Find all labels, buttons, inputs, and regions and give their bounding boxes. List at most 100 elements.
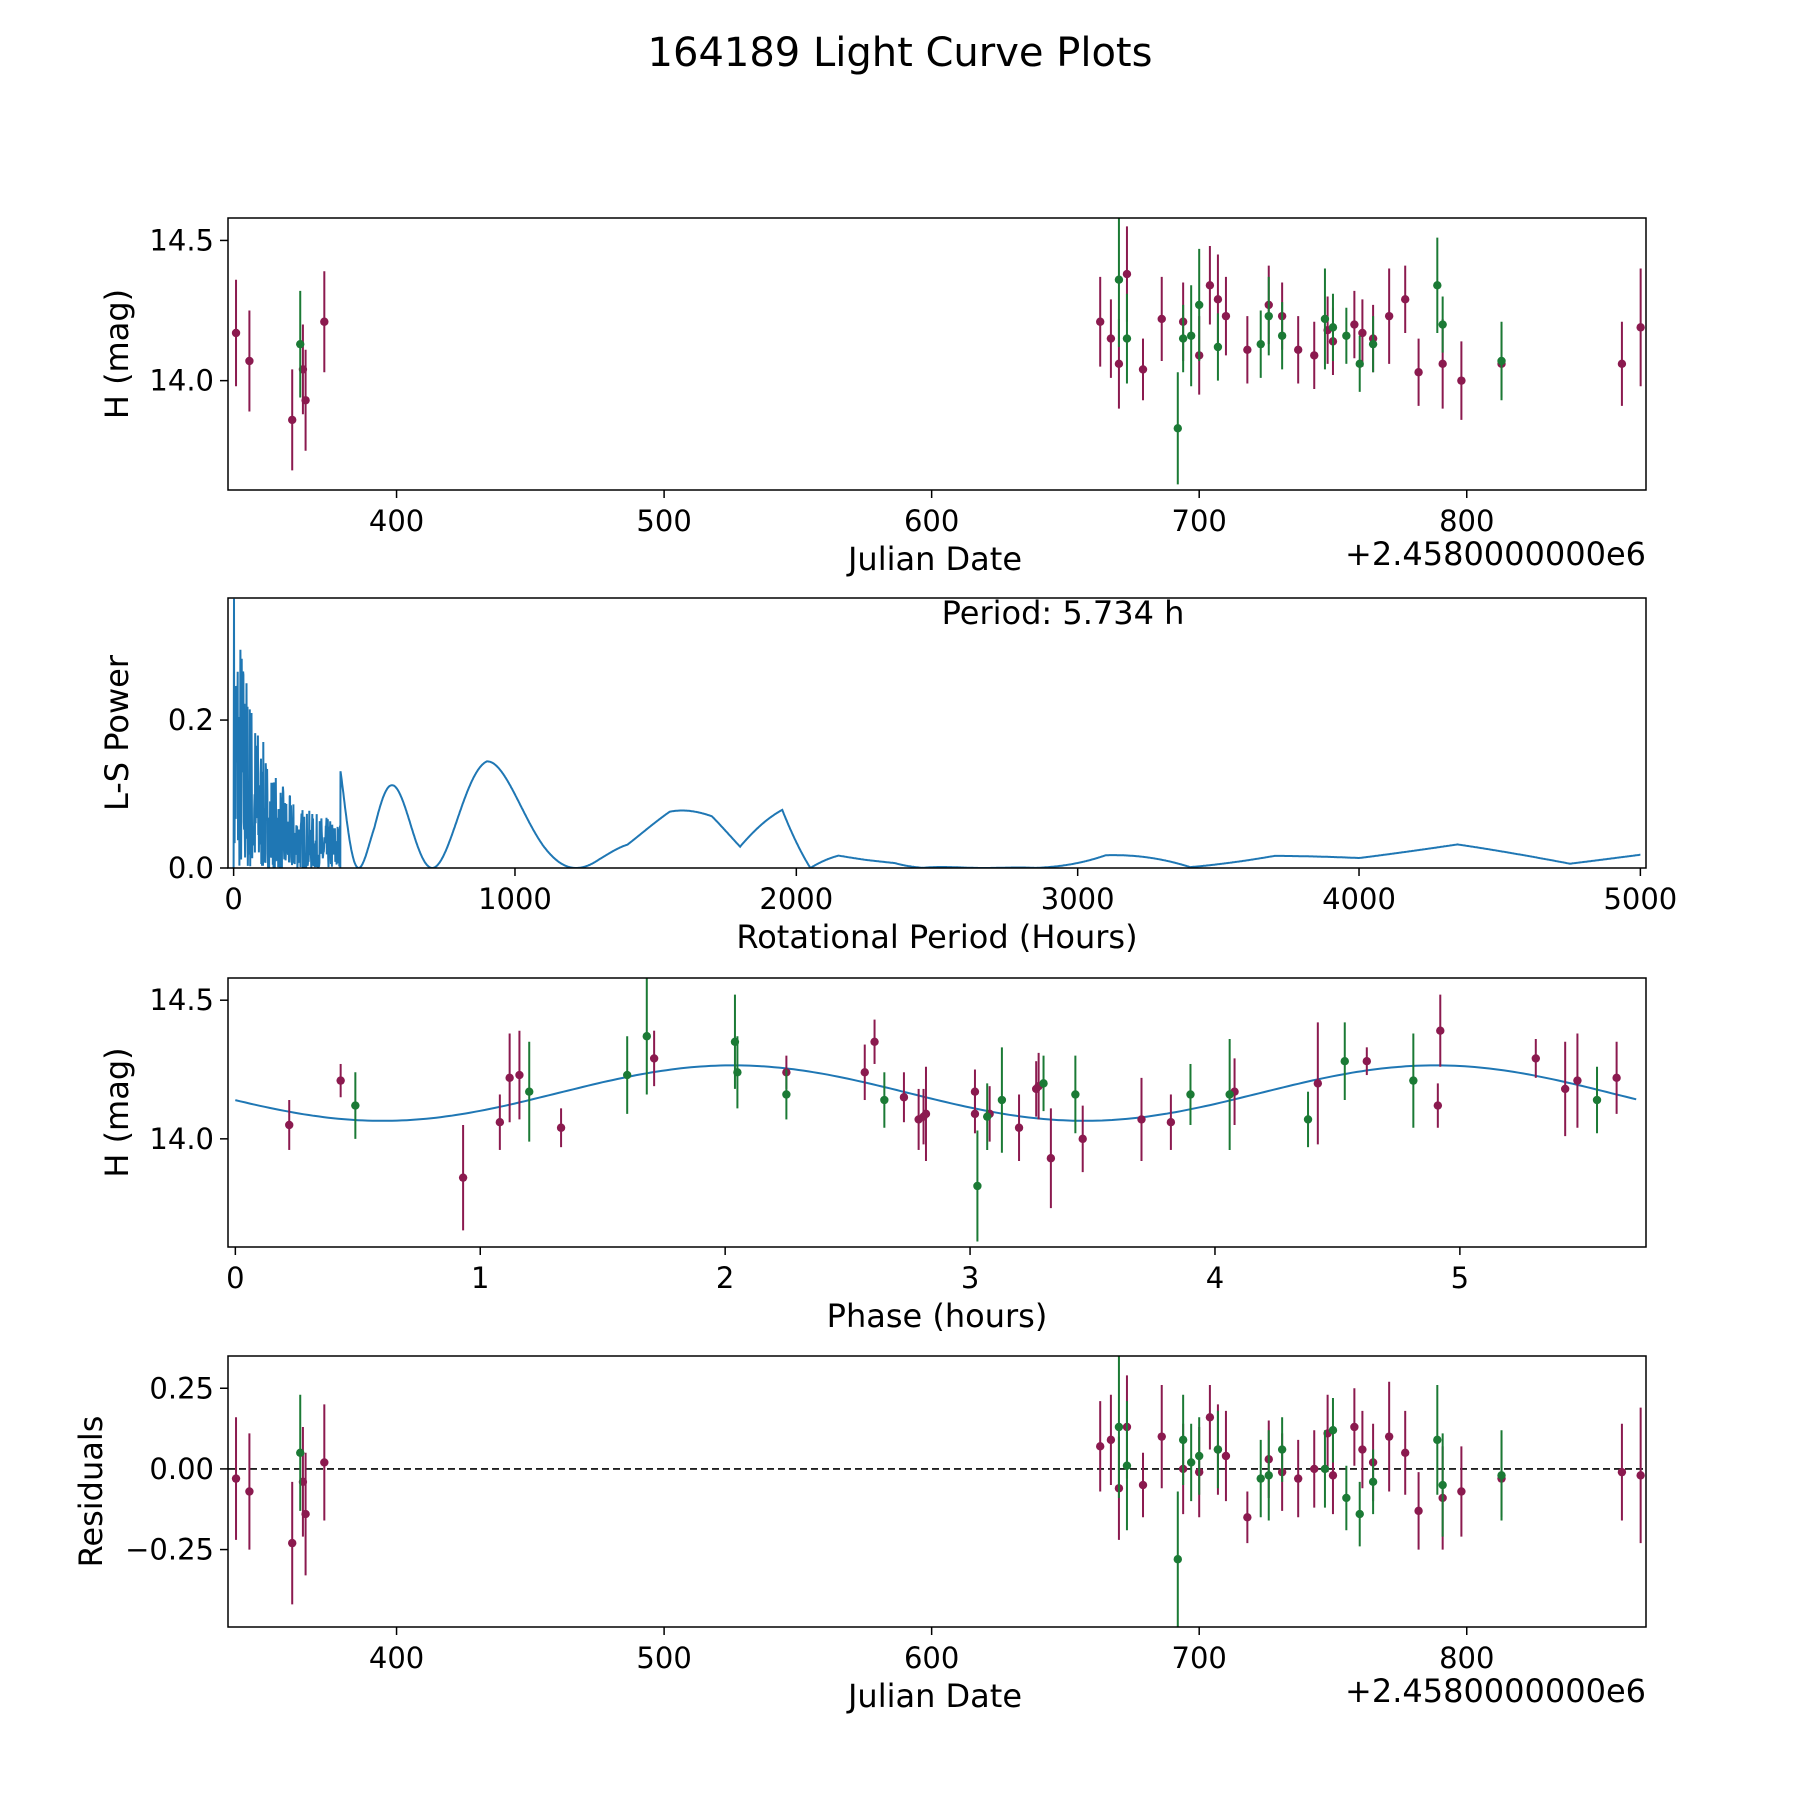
filter-a-point [1137,1115,1146,1124]
filter-a-point [515,1070,524,1080]
filter-a-point [1531,1054,1540,1063]
x-tick-label: 500 [636,504,691,538]
filter-b-point [1122,334,1132,343]
x-tick-label: 700 [1172,504,1227,538]
periodogram-line [232,598,1641,868]
period-annotation: Period: 5.734 h [942,594,1185,632]
x-tick-label: 4000 [1322,882,1396,916]
sinusoid-fit-line [235,1064,1637,1122]
filter-a-point [301,396,310,405]
periodogram-panel: Period: 5.734 h 0 1000 2000 3000 4000 5000 0.0 0… [98,594,1677,956]
filter-b-point [1368,339,1378,349]
y-tick-label: −0.25 [125,1533,214,1567]
filter-a-point [1138,365,1148,374]
y-axis-label: Residuals [72,1416,110,1568]
filter-a-point [1313,1079,1323,1088]
filter-b-point [1433,1435,1442,1445]
y-tick-label: 14.0 [149,364,214,398]
filter-b-point [733,1068,742,1077]
filter-a-point [1328,1471,1338,1480]
phased-curve-panel: 0 1 2 3 4 5 14.0 14.5 Phase (hours) H (mag) [98,977,1647,1335]
filter-b-point [997,1095,1007,1105]
filter-a-point [1205,281,1215,290]
filter-b-point [1342,1493,1351,1503]
plot-frame [227,1355,1647,1628]
filter-b-point [1433,281,1442,290]
x-offset-label: +2.4580000000e6 [1345,1672,1646,1710]
filter-b-point [1355,1509,1364,1519]
filter-a-point [505,1073,514,1083]
filter-a-point [556,1123,566,1132]
x-offset-label: +2.4580000000e6 [1345,535,1646,573]
filter-b-point [1186,331,1196,340]
magnitude-date-panel: 400 500 600 700 800 14.0 14.5 Julian Date H (mag… [98,217,1647,578]
filter-b-point [1178,1435,1188,1445]
filter-a-point [320,317,329,326]
x-axis-label: Rotational Period (Hours) [736,918,1137,956]
filter-a-point [1166,1118,1176,1127]
y-axis-label: H (mag) [98,289,136,419]
filter-a-point [231,328,241,338]
filter-a-point [1243,1513,1252,1522]
filter-a-point [649,1054,659,1063]
filter-b-point [351,1101,360,1110]
filter-a-point [1350,320,1359,329]
filter-a-point [860,1068,869,1077]
filter-b-point [1264,311,1273,321]
filter-a-point [1433,1101,1443,1110]
filter-a-point [1401,1448,1410,1457]
filter-a-point [1457,1487,1466,1496]
y-tick-label: 14.0 [149,1122,214,1156]
filter-b-point [1409,1076,1418,1085]
filter-b-point [1213,1445,1223,1454]
filter-a-point [1221,311,1231,321]
filter-b-point [1071,1090,1080,1099]
filter-b-point [1114,1422,1124,1432]
filter-a-point [288,1538,297,1548]
filter-a-point [1221,1451,1231,1461]
filter-a-point [1310,351,1319,360]
y-tick-label: 14.5 [149,983,214,1017]
filter-a-point [285,1120,294,1130]
filter-a-point [1205,1413,1215,1422]
filter-a-point [1414,1506,1423,1516]
filter-b-point [1340,1056,1349,1066]
filter-b-point [1194,1451,1204,1461]
x-tick-label: 5000 [1603,882,1677,916]
filter-a-point [899,1093,909,1102]
filter-b-point [1328,1426,1338,1435]
filter-a-point [1573,1076,1582,1085]
x-tick-label: 0 [226,1261,244,1295]
filter-a-point [1436,1026,1445,1035]
filter-a-point [1014,1123,1024,1132]
x-tick-label: 1000 [478,882,552,916]
filter-a-point [970,1087,980,1096]
x-axis-label: Julian Date [846,540,1022,578]
x-tick-label: 3000 [1041,882,1115,916]
filter-a-point [921,1109,931,1119]
filter-b-point [1277,331,1287,340]
filter-b-point [1328,323,1338,332]
filter-b-point [1186,1458,1196,1467]
filter-b-point [1320,1464,1330,1474]
filter-b-point [1277,1445,1287,1454]
x-tick-label: 3 [961,1261,979,1295]
filter-a-point [1384,1432,1394,1441]
plot-frame [227,217,1647,491]
filter-a-point [231,1474,241,1483]
y-tick-label: 0.25 [149,1371,214,1405]
x-tick-label: 0 [224,882,242,916]
data-points [231,1356,1645,1627]
filter-b-point [1173,1555,1182,1564]
filter-b-point [1368,1477,1378,1487]
filter-a-point [1457,376,1466,385]
filter-a-point [1350,1422,1359,1432]
filter-a-point [1310,1464,1319,1474]
filter-a-point [1636,323,1645,332]
filter-b-point [1256,1474,1265,1483]
x-tick-label: 2000 [759,882,833,916]
x-tick-label: 1 [471,1261,489,1295]
filter-b-point [642,1032,651,1041]
filter-a-point [970,1109,980,1119]
